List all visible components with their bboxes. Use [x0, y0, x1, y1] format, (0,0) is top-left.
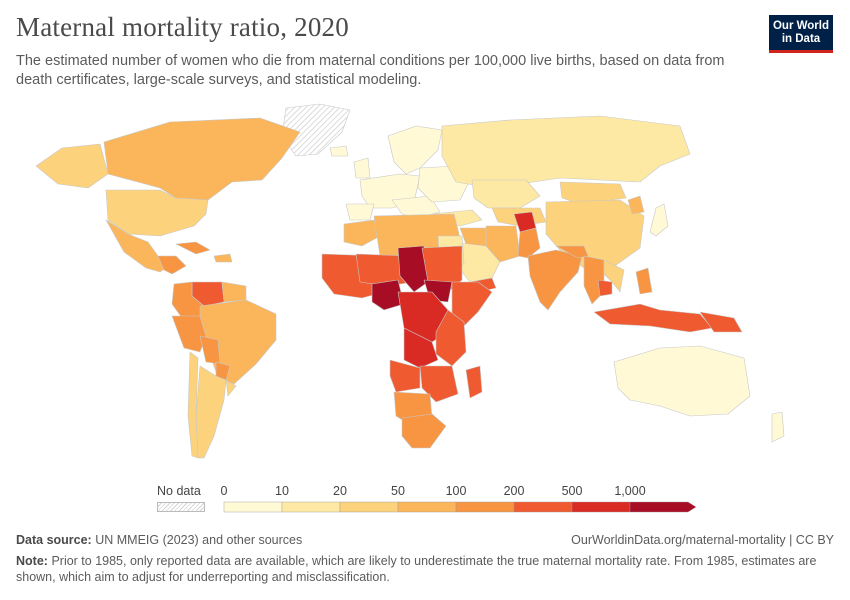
logo-line-1: Our World: [772, 20, 829, 32]
chart-subtitle: The estimated number of women who die fr…: [16, 53, 725, 88]
note-text: Prior to 1985, only reported data are av…: [16, 554, 817, 584]
legend-tick-label: 50: [391, 484, 405, 498]
country-australia[interactable]: [613, 345, 751, 417]
legend-scale: [223, 501, 697, 513]
source-text: UN MMEIG (2023) and other sources: [95, 533, 303, 547]
legend-tick-label: 10: [275, 484, 289, 498]
legend-bin-3[interactable]: [397, 501, 457, 513]
source-label: Data source:: [16, 533, 92, 547]
no-data-label: No data: [157, 484, 201, 498]
country-scandinavia[interactable]: [387, 125, 443, 175]
country-new-zealand[interactable]: [771, 411, 785, 443]
country-japan[interactable]: [649, 203, 669, 237]
country-guatemala-honduras[interactable]: [157, 255, 187, 275]
no-data-swatch: [157, 502, 205, 512]
country-indonesia[interactable]: [593, 303, 713, 333]
country-iceland[interactable]: [329, 145, 349, 157]
country-usa[interactable]: [105, 189, 209, 237]
legend-bin-0[interactable]: [223, 501, 283, 513]
country-zambia-mozambique[interactable]: [419, 365, 459, 403]
country-chile[interactable]: [187, 351, 199, 459]
country-alaska[interactable]: [35, 143, 109, 189]
owid-logo[interactable]: Our World in Data: [769, 15, 833, 53]
country-angola[interactable]: [389, 359, 421, 393]
country-pakistan[interactable]: [517, 227, 541, 259]
country-uk-ireland[interactable]: [353, 157, 371, 179]
legend-tick-label: 200: [503, 484, 525, 498]
legend-bin-6[interactable]: [571, 501, 631, 513]
country-philippines[interactable]: [635, 267, 653, 295]
country-myanmar-laos[interactable]: [583, 255, 605, 305]
country-south-africa[interactable]: [401, 413, 447, 449]
country-morocco[interactable]: [343, 219, 381, 247]
country-north-korea[interactable]: [627, 195, 645, 215]
country-india[interactable]: [527, 249, 583, 311]
data-source: Data source: UN MMEIG (2023) and other s…: [16, 533, 302, 547]
legend-bin-7[interactable]: [629, 501, 697, 513]
country-caribbean-islands[interactable]: [213, 253, 233, 263]
legend-tick-label: 20: [333, 484, 347, 498]
legend-tick-label: 1,000: [614, 484, 646, 498]
country-dr-congo[interactable]: [403, 327, 439, 369]
country-iberia[interactable]: [345, 203, 375, 221]
legend-bin-4[interactable]: [455, 501, 515, 513]
color-legend: No data 0 10 20 50 100 200 500 1,000: [0, 480, 850, 520]
legend-bin-1[interactable]: [281, 501, 341, 513]
legend-tick-label: 0: [220, 484, 228, 498]
country-peru[interactable]: [171, 315, 207, 353]
world-map[interactable]: [0, 96, 850, 476]
source-link[interactable]: OurWorldinData.org/maternal-mortality | …: [571, 533, 834, 547]
country-thailand-vietnam[interactable]: [603, 259, 625, 293]
country-papua[interactable]: [699, 311, 743, 333]
country-chad[interactable]: [397, 245, 429, 293]
legend-tick-label: 100: [445, 484, 467, 498]
country-uruguay[interactable]: [225, 379, 237, 397]
chart-title: Maternal mortality ratio, 2020: [16, 12, 349, 42]
country-madagascar[interactable]: [465, 365, 483, 399]
country-nepal-bangladesh[interactable]: [555, 245, 589, 259]
logo-line-2: in Data: [781, 33, 821, 45]
country-guyanas[interactable]: [221, 281, 247, 303]
country-cambodia[interactable]: [597, 279, 613, 297]
country-cuba-haiti[interactable]: [175, 241, 211, 255]
footer-note: Note: Prior to 1985, only reported data …: [16, 553, 831, 585]
country-nigeria[interactable]: [371, 279, 405, 311]
legend-tick-label: 500: [561, 484, 583, 498]
country-bolivia[interactable]: [199, 335, 221, 365]
legend-bin-5[interactable]: [513, 501, 573, 513]
legend-bin-2[interactable]: [339, 501, 399, 513]
country-argentina[interactable]: [195, 365, 227, 459]
country-canada[interactable]: [103, 117, 301, 201]
country-russia[interactable]: [441, 115, 691, 187]
country-kazakhstan[interactable]: [471, 179, 541, 209]
note-label: Note:: [16, 554, 48, 568]
